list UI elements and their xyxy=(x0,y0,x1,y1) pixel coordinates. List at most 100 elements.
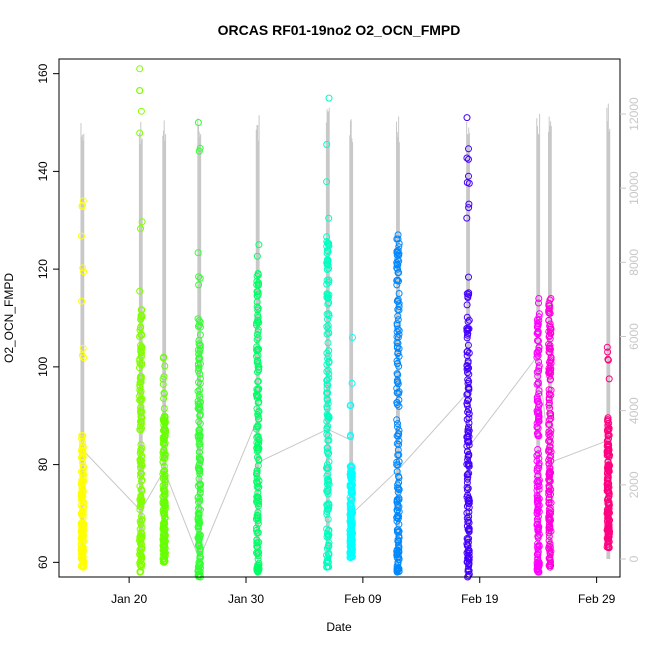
data-point xyxy=(136,396,144,404)
data-point xyxy=(323,480,331,488)
data-point xyxy=(78,435,86,443)
data-point xyxy=(254,517,262,524)
data-point xyxy=(394,451,402,459)
data-point xyxy=(394,333,402,341)
data-point xyxy=(160,418,168,425)
data-point xyxy=(253,469,261,477)
data-point xyxy=(195,448,203,456)
data-point xyxy=(137,538,145,545)
data-point xyxy=(196,412,204,420)
data-point xyxy=(545,544,553,552)
data-point xyxy=(605,419,613,427)
data-point xyxy=(534,527,542,535)
data-point xyxy=(138,529,146,537)
data-point xyxy=(393,264,401,272)
data-point xyxy=(533,368,541,376)
data-point xyxy=(463,535,471,542)
data-point xyxy=(393,247,401,255)
data-point xyxy=(252,391,260,399)
data-point xyxy=(79,344,87,352)
data-point xyxy=(137,311,145,319)
data-point xyxy=(255,241,263,249)
data-point xyxy=(324,432,332,440)
data-point xyxy=(79,511,87,519)
data-point xyxy=(546,362,554,370)
data-point xyxy=(395,306,403,314)
data-point xyxy=(545,437,553,445)
data-point xyxy=(465,325,473,333)
data-point xyxy=(323,405,331,412)
data-point xyxy=(324,400,332,408)
data-point xyxy=(161,505,169,513)
data-point xyxy=(465,504,473,512)
data-point xyxy=(533,329,541,337)
y-tick-label: 60 xyxy=(36,555,50,569)
data-point xyxy=(534,319,542,327)
data-point xyxy=(137,460,145,468)
data-point xyxy=(464,516,472,524)
data-point xyxy=(324,484,332,492)
data-point xyxy=(463,502,471,510)
data-point xyxy=(194,404,202,412)
data-point xyxy=(323,141,331,148)
data-point xyxy=(545,343,553,351)
data-point xyxy=(196,420,204,428)
data-point xyxy=(605,521,613,529)
data-point xyxy=(546,421,554,429)
data-point xyxy=(394,231,402,239)
data-point xyxy=(253,524,260,532)
data-point xyxy=(535,387,543,395)
data-point xyxy=(137,473,145,481)
data-point xyxy=(195,321,203,329)
data-point xyxy=(254,422,262,430)
data-point xyxy=(546,358,553,366)
data-point xyxy=(159,354,167,362)
data-point xyxy=(465,316,473,324)
data-point xyxy=(534,494,541,502)
data-point xyxy=(347,553,355,561)
data-point xyxy=(348,472,356,480)
data-point xyxy=(195,542,203,550)
plot-frame xyxy=(58,58,621,578)
y-tick-label: 120 xyxy=(36,259,50,279)
data-point xyxy=(323,249,331,257)
data-point xyxy=(534,322,542,330)
flight-series xyxy=(393,231,403,576)
data-point xyxy=(254,334,262,342)
data-point xyxy=(464,318,472,326)
data-point xyxy=(604,348,612,356)
data-point xyxy=(255,366,263,374)
data-point xyxy=(545,309,553,317)
data-point xyxy=(395,508,403,516)
data-point xyxy=(196,457,204,465)
data-point xyxy=(393,277,401,284)
data-point xyxy=(254,543,262,551)
data-point xyxy=(194,360,202,368)
data-point xyxy=(323,396,331,404)
data-point xyxy=(255,385,263,393)
data-point xyxy=(136,129,144,137)
data-point xyxy=(253,343,261,351)
data-point xyxy=(534,532,542,540)
data-point xyxy=(254,446,262,454)
data-point xyxy=(195,539,203,546)
flight-series xyxy=(252,241,263,576)
data-point xyxy=(394,512,402,519)
data-point xyxy=(160,454,168,462)
data-point xyxy=(395,290,403,297)
data-point xyxy=(255,500,263,508)
data-point xyxy=(393,567,401,575)
flight-series xyxy=(136,65,146,576)
data-point xyxy=(465,349,473,357)
data-point xyxy=(253,566,261,574)
data-point xyxy=(159,507,167,515)
data-point xyxy=(137,532,145,540)
data-point xyxy=(533,350,541,358)
flight-series xyxy=(603,343,614,552)
data-point xyxy=(546,438,554,446)
data-point xyxy=(197,564,204,572)
data-point xyxy=(465,145,472,153)
data-point xyxy=(323,178,331,186)
data-point xyxy=(464,500,472,507)
data-point xyxy=(347,470,355,478)
